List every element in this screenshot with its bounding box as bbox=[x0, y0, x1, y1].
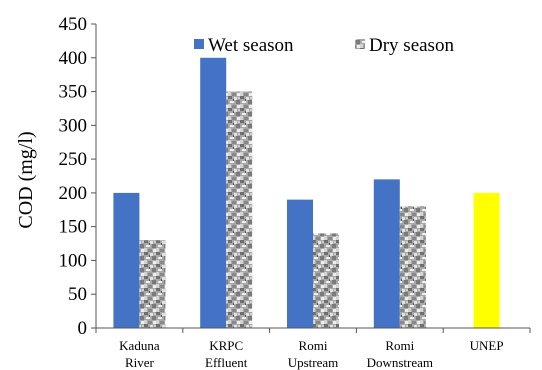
bar-wet-season bbox=[287, 199, 313, 328]
bars-layer bbox=[113, 57, 500, 329]
y-axis: 0 50 100 150 200 250 300 350 400 450 bbox=[59, 14, 96, 339]
legend-label: Dry season bbox=[369, 35, 454, 56]
legend-swatch bbox=[355, 39, 365, 49]
x-category-label: UNEP bbox=[470, 338, 504, 353]
x-category-label: Romi Upstream bbox=[288, 338, 339, 370]
x-category-label: KRPC Effluent bbox=[205, 338, 248, 370]
y-tick-label: 300 bbox=[59, 115, 88, 136]
y-tick-label: 100 bbox=[59, 250, 88, 271]
y-tick-label: 0 bbox=[78, 318, 88, 339]
axes bbox=[95, 24, 531, 333]
y-tick-label: 400 bbox=[59, 48, 88, 69]
x-category-label: Kaduna River bbox=[119, 338, 160, 370]
legend: Wet season Dry season bbox=[194, 35, 454, 56]
bar-dry-season bbox=[313, 233, 339, 328]
legend-swatch bbox=[194, 39, 204, 49]
y-tick-label: 250 bbox=[59, 149, 88, 170]
y-tick-label: 450 bbox=[59, 14, 88, 35]
x-axis-labels: Kaduna River KRPC Effluent Romi Upstream Romi D… bbox=[119, 338, 503, 370]
bar-dry-season bbox=[399, 206, 426, 328]
y-tick-label: 150 bbox=[59, 217, 88, 238]
bar-unep-standard bbox=[473, 192, 500, 328]
bar-wet-season bbox=[113, 192, 140, 328]
legend-label: Wet season bbox=[208, 35, 294, 56]
bar-dry-season bbox=[139, 240, 166, 328]
y-tick-label: 50 bbox=[68, 284, 87, 305]
x-category-label: Romi Downstream bbox=[367, 338, 433, 370]
y-tick-label: 200 bbox=[59, 183, 88, 204]
y-axis-title: COD (mg/l) bbox=[15, 131, 37, 228]
bar-wet-season bbox=[373, 179, 400, 328]
bar-dry-season bbox=[226, 91, 253, 328]
bar-wet-season bbox=[200, 57, 227, 329]
y-tick-label: 350 bbox=[59, 82, 88, 103]
